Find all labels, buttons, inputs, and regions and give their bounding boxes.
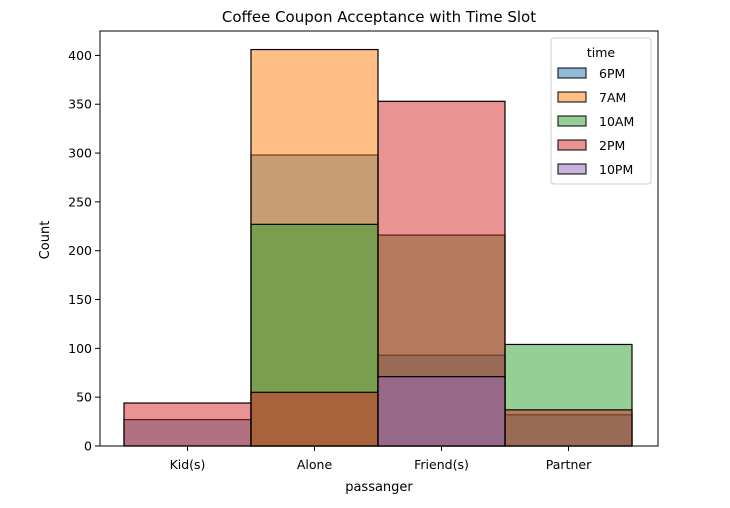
- x-tick-label: Partner: [546, 457, 592, 472]
- bar-2pm-kids: [123, 402, 252, 447]
- x-axis: Kid(s) Alone Friend(s) Partner: [170, 446, 592, 472]
- y-tick-label: 150: [68, 292, 92, 307]
- bar-10pm-friends: [377, 376, 506, 447]
- legend-swatch-2pm: [557, 139, 587, 151]
- y-axis: 0 50 100 150 200 250 300 350 400: [68, 48, 100, 454]
- legend-swatch-6pm: [557, 67, 587, 79]
- x-tick-label: Kid(s): [170, 457, 206, 472]
- x-tick-label: Alone: [297, 457, 333, 472]
- y-tick-label: 300: [68, 146, 92, 161]
- y-axis-label: Count: [38, 221, 53, 260]
- legend-label-2pm: 2PM: [599, 138, 625, 153]
- bars-layer: [123, 48, 633, 447]
- y-tick-label: 200: [68, 243, 92, 258]
- y-tick-label: 50: [76, 390, 92, 405]
- legend-label-6pm: 6PM: [599, 66, 625, 81]
- legend-label-10pm: 10PM: [599, 162, 633, 177]
- y-tick-label: 0: [84, 439, 92, 454]
- legend-swatch-10am: [557, 115, 587, 127]
- x-tick-label: Friend(s): [414, 457, 469, 472]
- y-tick-label: 100: [68, 341, 92, 356]
- legend-title: time: [587, 45, 616, 60]
- chart-title: Coffee Coupon Acceptance with Time Slot: [222, 8, 536, 26]
- legend-label-7am: 7AM: [599, 90, 626, 105]
- x-axis-label: passanger: [345, 480, 413, 495]
- bar-2pm-partner: [504, 409, 633, 447]
- y-tick-label: 400: [68, 48, 92, 63]
- legend: time 6PM 7AM 10AM 2PM 10PM: [550, 37, 652, 185]
- plot-frame: [99, 30, 659, 447]
- bar-2pm-alone: [250, 391, 379, 447]
- legend-swatch-7am: [557, 91, 587, 103]
- y-tick-label: 350: [68, 97, 92, 112]
- y-tick-label: 250: [68, 194, 92, 209]
- legend-label-10am: 10AM: [599, 114, 634, 129]
- legend-swatch-10pm: [557, 163, 587, 175]
